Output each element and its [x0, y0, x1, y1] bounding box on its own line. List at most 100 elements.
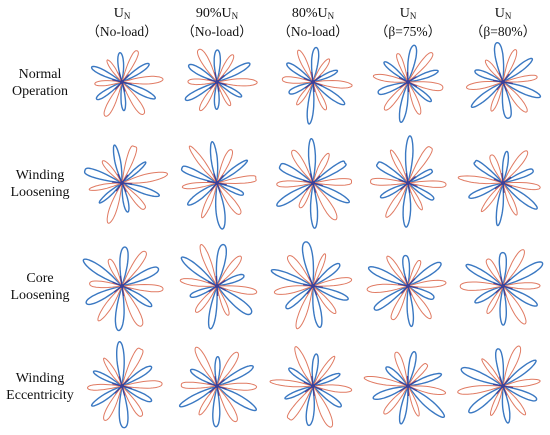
- polar-plot-normal-operation-col3: [281, 46, 353, 125]
- blue-petal: [502, 168, 534, 184]
- blue-petal: [288, 81, 314, 95]
- orange-petal: [101, 160, 123, 184]
- orange-petal: [312, 178, 352, 186]
- blue-petal: [216, 273, 245, 287]
- column-header-5: UN （β=80%）: [469, 6, 537, 39]
- orange-petal: [407, 52, 434, 83]
- hub-center: [120, 181, 124, 185]
- polar-plot-winding-eccentricity-col4: [363, 351, 447, 425]
- blue-petal: [90, 65, 123, 83]
- blue-petal: [120, 81, 127, 112]
- row-header-core-loosening: Core Loosening: [10, 271, 70, 303]
- blue-petal: [377, 81, 409, 96]
- blue-petal: [216, 365, 254, 387]
- orange-petal: [216, 78, 258, 87]
- orange-petal: [103, 81, 123, 117]
- orange-petal: [312, 277, 353, 287]
- hub-center: [120, 384, 124, 388]
- orange-petal: [273, 285, 314, 295]
- orange-petal: [87, 383, 123, 391]
- blue-petal: [270, 269, 314, 287]
- blue-petal: [216, 62, 251, 83]
- hub-center: [311, 284, 315, 288]
- orange-petal: [295, 285, 314, 330]
- row-header-winding-eccentricity: Winding Eccentricity: [6, 371, 74, 403]
- polar-plot-winding-loosening-col5: [457, 150, 541, 227]
- blue-petal: [117, 52, 125, 83]
- blue-petal: [213, 49, 222, 83]
- blue-petal: [407, 69, 439, 83]
- orange-petal: [484, 59, 504, 83]
- blue-petal: [312, 81, 346, 106]
- orange-petal: [407, 363, 429, 387]
- blue-petal: [398, 81, 409, 123]
- hub-center: [406, 384, 410, 388]
- orange-petal: [407, 182, 423, 211]
- polar-plot-core-loosening-col1: [82, 246, 164, 332]
- orange-petal: [489, 154, 504, 184]
- blue-petal: [121, 385, 153, 403]
- orange-petal: [502, 345, 522, 387]
- orange-petal: [312, 384, 353, 393]
- orange-petal: [287, 255, 314, 287]
- blue-petal: [501, 385, 511, 424]
- orange-petal: [216, 382, 258, 391]
- orange-petal: [312, 81, 327, 111]
- blue-petal: [301, 241, 315, 287]
- blue-petal: [385, 366, 409, 387]
- blue-petal: [82, 258, 123, 287]
- orange-petal: [216, 149, 233, 184]
- blue-petal: [121, 161, 147, 184]
- orange-petal: [394, 351, 409, 387]
- orange-petal: [216, 351, 239, 387]
- orange-petal: [276, 180, 314, 188]
- orange-petal: [298, 182, 314, 209]
- blue-petal: [278, 162, 314, 184]
- orange-petal: [502, 150, 529, 184]
- polar-plot-winding-eccentricity-col3: [269, 346, 353, 428]
- orange-petal: [386, 255, 409, 287]
- orange-petal: [216, 81, 232, 107]
- blue-petal: [376, 161, 409, 184]
- orange-petal: [286, 385, 314, 421]
- orange-petal: [106, 59, 123, 83]
- hub-center: [215, 181, 219, 185]
- orange-petal: [459, 281, 504, 291]
- orange-petal: [281, 76, 314, 84]
- orange-petal: [198, 385, 218, 416]
- orange-petal: [502, 182, 541, 191]
- blue-petal: [473, 159, 504, 184]
- polar-plot-normal-operation-col2: [184, 48, 258, 112]
- blue-petal: [285, 285, 314, 310]
- orange-petal: [97, 285, 123, 322]
- orange-petal: [407, 146, 433, 184]
- blue-petal: [499, 285, 507, 326]
- blue-petal: [498, 251, 507, 287]
- blue-petal: [406, 285, 415, 328]
- orange-petal: [107, 258, 123, 287]
- blue-petal: [398, 385, 409, 425]
- blue-petal: [90, 385, 123, 407]
- orange-petal: [407, 260, 422, 287]
- blue-petal: [92, 370, 123, 387]
- orange-petal: [312, 80, 353, 89]
- orange-petal: [294, 346, 314, 387]
- orange-petal: [269, 379, 314, 388]
- blue-petal: [407, 372, 443, 387]
- orange-petal: [385, 182, 409, 218]
- blue-petal: [502, 81, 542, 99]
- orange-petal: [502, 81, 528, 113]
- blue-petal: [502, 285, 538, 307]
- blue-petal: [286, 62, 314, 83]
- blue-petal: [216, 285, 253, 316]
- blue-petal: [187, 63, 218, 83]
- orange-petal: [502, 182, 518, 216]
- orange-petal: [180, 381, 218, 389]
- orange-petal: [121, 81, 146, 115]
- hub-center: [311, 181, 315, 185]
- orange-petal: [312, 253, 327, 287]
- blue-petal: [216, 159, 249, 184]
- blue-petal: [311, 353, 319, 387]
- hub-center: [120, 80, 124, 84]
